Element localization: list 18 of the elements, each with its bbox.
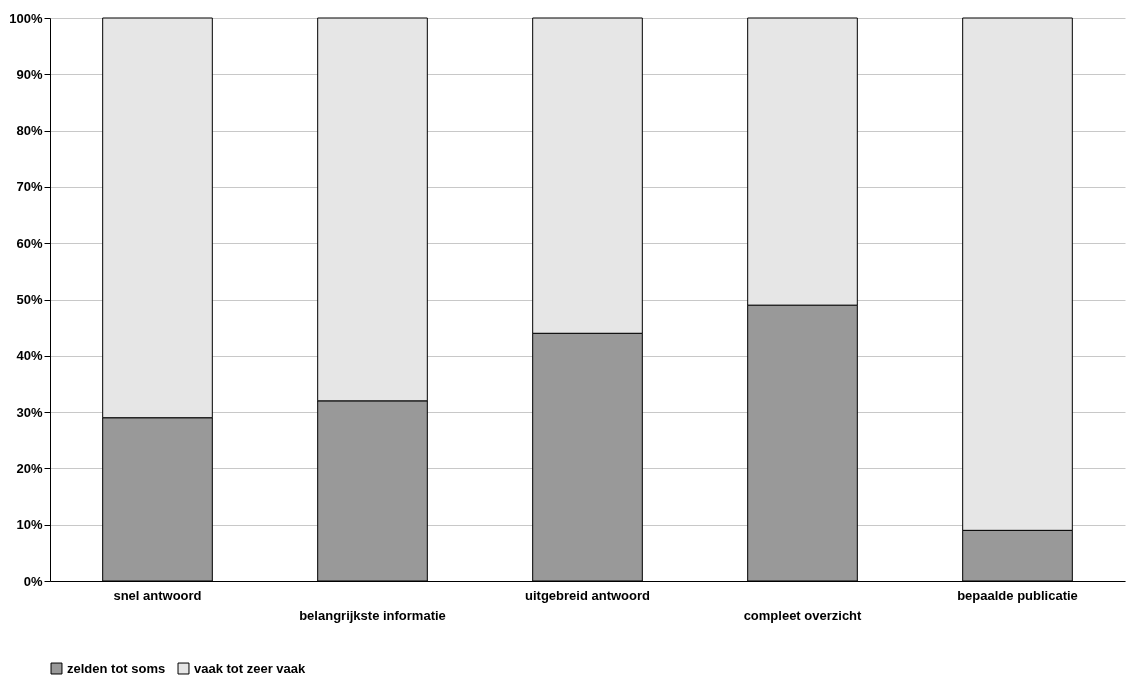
x-tick-label: uitgebreid antwoord <box>525 587 651 603</box>
x-tick-label: snel antwoord <box>113 587 202 603</box>
y-tick-label: 80% <box>16 123 43 139</box>
x-tick-label: bepaalde publicatie <box>957 587 1078 603</box>
legend-label: vaak tot zeer vaak <box>194 660 307 676</box>
y-tick-label: 70% <box>16 179 43 195</box>
y-tick-label: 50% <box>16 292 43 307</box>
y-tick-label: 60% <box>16 235 43 251</box>
y-tick-label: 100% <box>9 10 43 26</box>
legend-label: zelden tot soms <box>67 660 166 676</box>
y-tick-label: 90% <box>16 66 43 82</box>
x-tick-label: belangrijkste informatie <box>299 607 446 623</box>
y-tick-label: 0% <box>23 573 43 589</box>
y-tick-label: 10% <box>16 517 43 533</box>
x-tick-label: compleet overzicht <box>743 607 863 623</box>
y-tick-label: 20% <box>16 460 43 476</box>
y-tick-label: 40% <box>16 348 43 364</box>
y-tick-label: 30% <box>16 404 43 420</box>
